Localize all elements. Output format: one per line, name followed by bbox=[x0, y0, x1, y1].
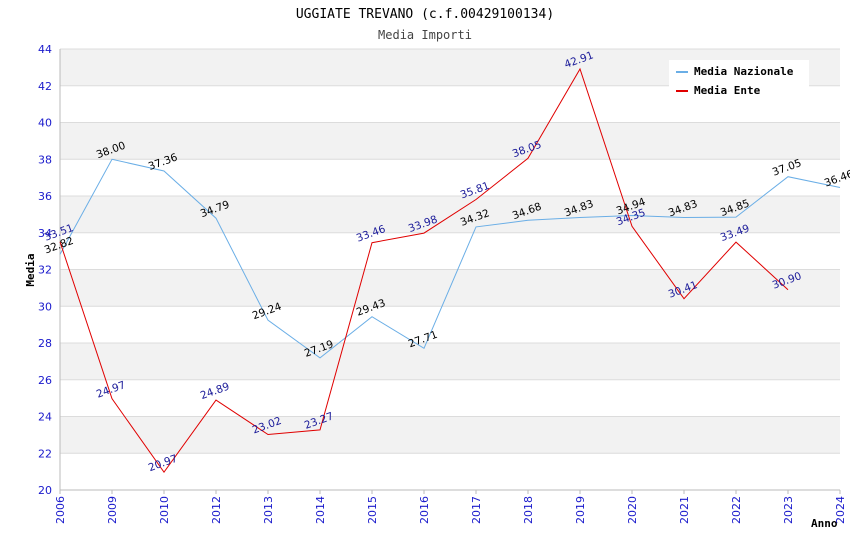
series-line-ente bbox=[59, 67, 789, 474]
plot-band bbox=[60, 159, 840, 196]
legend: Media Nazionale Media Ente bbox=[669, 60, 809, 100]
legend-label-ente: Media Ente bbox=[694, 84, 761, 97]
series-lines bbox=[59, 67, 841, 474]
x-tick-label: 2015 bbox=[366, 496, 379, 524]
y-tick-label: 34 bbox=[38, 227, 52, 240]
x-tick-label: 2013 bbox=[262, 496, 275, 524]
legend-label-nazionale: Media Nazionale bbox=[694, 65, 794, 78]
axes bbox=[59, 49, 841, 494]
y-tick-label: 40 bbox=[38, 117, 52, 130]
x-tick-label: 2020 bbox=[626, 496, 639, 524]
x-tick-label: 2010 bbox=[158, 496, 171, 524]
plot-band bbox=[60, 306, 840, 343]
y-tick-label: 22 bbox=[38, 447, 52, 460]
y-tick-label: 30 bbox=[38, 300, 52, 313]
y-tick-label: 36 bbox=[38, 190, 52, 203]
series-line-nazionale bbox=[59, 158, 841, 359]
y-tick-label: 24 bbox=[38, 411, 52, 424]
y-tick-label: 38 bbox=[38, 153, 52, 166]
x-tick-label: 2023 bbox=[782, 496, 795, 524]
x-tick-label: 2006 bbox=[54, 496, 67, 524]
chart-subtitle: Media Importi bbox=[378, 28, 472, 42]
y-tick-label: 32 bbox=[38, 264, 52, 277]
plot-band bbox=[60, 453, 840, 490]
chart-title: UGGIATE TREVANO (c.f.00429100134) bbox=[296, 7, 554, 22]
plot-band bbox=[60, 343, 840, 380]
y-tick-label: 42 bbox=[38, 80, 52, 93]
y-tick-label: 26 bbox=[38, 374, 52, 387]
y-tick-labels: 20 22 24 26 28 30 32 34 36 38 40 42 44 bbox=[38, 43, 52, 497]
plot-band bbox=[60, 416, 840, 454]
plot-band bbox=[60, 196, 840, 233]
x-tick-label: 2022 bbox=[730, 496, 743, 524]
y-tick-label: 44 bbox=[38, 43, 52, 56]
legend-box bbox=[669, 60, 809, 100]
x-axis-title: Anno bbox=[811, 517, 838, 530]
x-tick-label: 2009 bbox=[106, 496, 119, 524]
x-tick-label: 2012 bbox=[210, 496, 223, 524]
plot-background-bands bbox=[60, 49, 840, 490]
x-tick-label: 2017 bbox=[470, 496, 483, 524]
y-tick-label: 28 bbox=[38, 337, 52, 350]
plot-band bbox=[60, 232, 840, 270]
x-tick-label: 2016 bbox=[418, 496, 431, 524]
x-tick-label: 2018 bbox=[522, 496, 535, 524]
x-tick-label: 2019 bbox=[574, 496, 587, 524]
x-tick-labels: 2006 2009 2010 2012 2013 2014 2015 2016 2017 2018… bbox=[54, 496, 847, 524]
plot-band bbox=[60, 379, 840, 417]
plot-band bbox=[60, 122, 840, 160]
x-tick-label: 2021 bbox=[678, 496, 691, 524]
x-tick-label: 2014 bbox=[314, 496, 327, 524]
y-tick-label: 20 bbox=[38, 484, 52, 497]
x-tick-label: 2024 bbox=[834, 496, 847, 524]
y-axis-title: Media bbox=[24, 253, 37, 286]
